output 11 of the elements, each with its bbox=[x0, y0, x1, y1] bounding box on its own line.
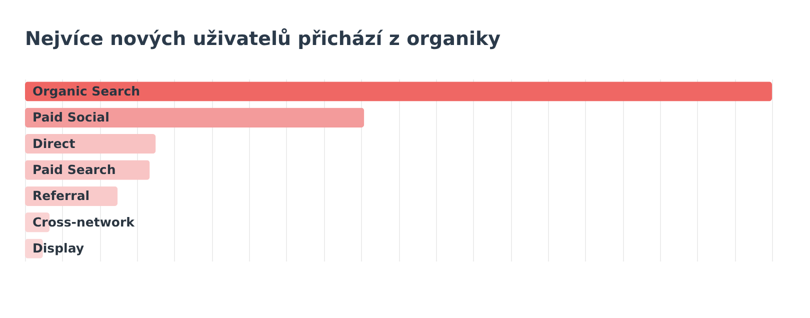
y-tick-label: Paid Social bbox=[32, 110, 110, 125]
y-tick-label: Organic Search bbox=[32, 83, 140, 98]
bar bbox=[25, 108, 364, 128]
y-tick-label: Cross-network bbox=[32, 214, 136, 230]
y-tick-label: Referral bbox=[32, 188, 90, 204]
bar bbox=[25, 134, 156, 154]
y-tick-label: Direct bbox=[32, 136, 76, 151]
chart-title: Nejvíce nových uživatelů přichází z organiky bbox=[25, 28, 502, 50]
y-tick-label: Paid Search bbox=[32, 162, 116, 177]
bar bbox=[25, 82, 772, 102]
y-tick-label: Display bbox=[32, 240, 84, 256]
